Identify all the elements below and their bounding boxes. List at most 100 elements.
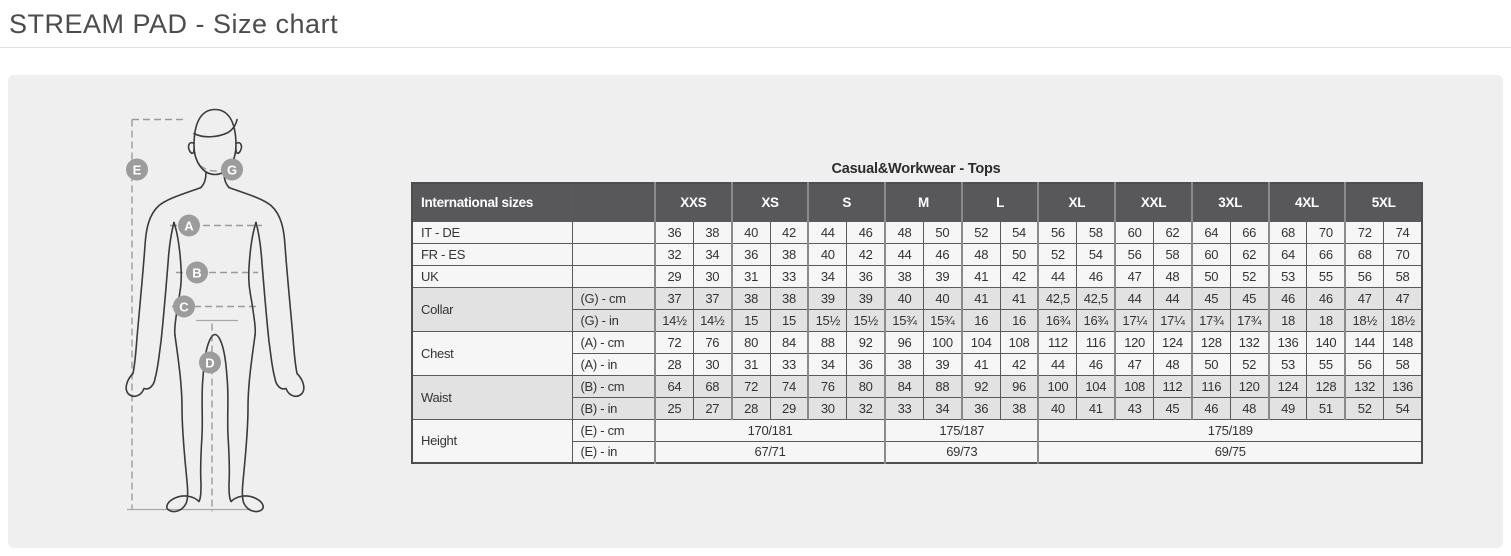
size-header-xl: XL [1037,182,1116,222]
size-cell: 44 [807,220,848,244]
size-cell: 120 [1229,374,1270,398]
collar-measure-line [199,164,231,172]
size-cell: 46 [1190,396,1231,420]
body-measurement-diagram: E G A B C D [100,83,330,533]
figure-ear-left [187,141,195,155]
size-cell: 29 [653,264,694,288]
size-cell: 116 [1190,374,1231,398]
size-cell: 148 [1383,330,1423,354]
size-cell: 52 [960,220,1001,244]
size-cell: 36 [730,242,771,266]
size-cell: 36 [846,264,886,288]
size-cell: 44 [1153,286,1193,310]
height-measure-line [131,118,184,510]
size-cell: 38 [769,242,809,266]
size-cell: 15¾ [884,308,924,332]
size-cell: 128 [1306,374,1346,398]
size-cell: 15½ [846,308,886,332]
size-cell: 38 [999,396,1039,420]
marker-D: D [199,351,221,374]
size-cell: 48 [1153,264,1193,288]
row-unit: (A) - cm [571,330,656,354]
size-cell: 17¾ [1229,308,1270,332]
size-cell: 88 [922,374,963,398]
figure-ear-right [235,141,243,155]
size-cell: 31 [730,352,771,376]
size-cell: 116 [1076,330,1116,354]
size-cell: 39 [922,264,963,288]
size-cell: 40 [807,242,848,266]
size-cell: 100 [1037,374,1078,398]
size-cell: 15¾ [922,308,963,332]
size-cell: 34 [807,264,848,288]
size-cell: 39 [846,286,886,310]
size-cell: 55 [1306,264,1346,288]
size-cell: 56 [1037,220,1078,244]
size-cell: 38 [730,286,771,310]
row-unit: (E) - in [571,440,656,464]
row-unit: (G) - in [571,308,656,332]
size-cell: 54 [1383,396,1423,420]
size-cell: 36 [846,352,886,376]
marker-G: G [221,158,243,181]
size-cell: 14½ [653,308,694,332]
row-label: Height [411,418,573,464]
size-cell: 49 [1267,396,1308,420]
size-cell: 96 [999,374,1039,398]
size-cell: 34 [692,242,733,266]
size-cell: 18½ [1344,308,1385,332]
size-cell: 43 [1114,396,1155,420]
size-cell: 42 [769,220,809,244]
size-cell: 64 [1267,242,1308,266]
size-cell: 41 [960,286,1001,310]
size-cell: 128 [1190,330,1231,354]
size-cell: 58 [1153,242,1193,266]
size-cell: 46 [1267,286,1308,310]
size-cell: 47 [1344,286,1385,310]
unit-column-header [571,182,656,222]
size-cell: 41 [960,352,1001,376]
size-cell: 136 [1383,374,1423,398]
size-cell: 58 [1383,264,1423,288]
size-cell: 17¾ [1190,308,1231,332]
size-cell: 74 [769,374,809,398]
size-cell: 48 [884,220,924,244]
size-cell: 41 [960,264,1001,288]
size-cell: 46 [1306,286,1346,310]
table-corner-header: International sizes [411,182,573,222]
size-cell: 45 [1153,396,1193,420]
size-cell: 80 [846,374,886,398]
size-cell: 92 [960,374,1001,398]
size-header-m: M [884,182,963,222]
size-cell: 47 [1114,352,1155,376]
size-cell: 42,5 [1037,286,1078,310]
size-cell: 46 [1076,352,1116,376]
size-cell: 42,5 [1076,286,1116,310]
size-cell: 52 [1229,352,1270,376]
size-cell: 34 [807,352,848,376]
size-cell: 124 [1153,330,1193,354]
size-cell: 37 [692,286,733,310]
size-cell: 16¾ [1037,308,1078,332]
size-cell: 36 [653,220,694,244]
size-cell: 45 [1190,286,1231,310]
size-cell: 42 [846,242,886,266]
figure-leg-left [166,333,216,513]
size-cell: 18½ [1383,308,1423,332]
size-cell: 39 [807,286,848,310]
size-cell: 58 [1076,220,1116,244]
size-cell: 18 [1306,308,1346,332]
size-cell: 50 [922,220,963,244]
svg-text:D: D [205,356,214,371]
size-cell: 25 [653,396,694,420]
size-cell: 144 [1344,330,1385,354]
size-cell: 48 [960,242,1001,266]
marker-C: C [173,295,195,318]
svg-text:E: E [133,163,142,178]
size-cell: 64 [653,374,694,398]
size-chart-panel: E G A B C D Casual&Workw [8,75,1503,548]
body-figure-svg: E G A B C D [125,108,305,513]
size-cell: 96 [884,330,924,354]
row-unit [571,264,656,288]
size-cell: 104 [1076,374,1116,398]
